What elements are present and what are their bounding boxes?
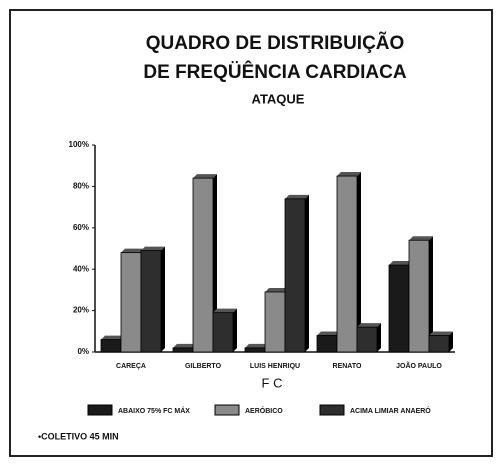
bar-side bbox=[357, 172, 361, 352]
bar-top bbox=[337, 172, 361, 177]
bar bbox=[120, 252, 142, 353]
chart-title: QUADRO DE DISTRIBUIÇÃO bbox=[146, 32, 405, 54]
bar-top bbox=[213, 308, 237, 313]
legend-label: ABAIXO 75% FC MÁX bbox=[118, 406, 190, 415]
legend-label: AERÓBICO bbox=[245, 406, 283, 415]
bar-side bbox=[449, 331, 453, 352]
bar-top bbox=[173, 343, 197, 348]
y-tick-label: 40% bbox=[73, 264, 89, 273]
legend-swatch bbox=[87, 404, 113, 416]
bar-top bbox=[357, 323, 381, 328]
bar-side bbox=[233, 308, 237, 352]
bar bbox=[244, 347, 266, 353]
legend-swatch bbox=[214, 404, 240, 416]
bar bbox=[316, 335, 338, 353]
x-tick-label: JOÃO PAULO bbox=[396, 361, 442, 370]
y-tick-label: 0% bbox=[77, 347, 89, 356]
x-axis-label: F C bbox=[262, 375, 283, 390]
bar bbox=[172, 347, 194, 353]
bar-side bbox=[305, 194, 309, 352]
bar bbox=[100, 339, 122, 353]
bar-top bbox=[429, 331, 453, 336]
bar bbox=[212, 312, 234, 353]
y-tick-label: 80% bbox=[73, 182, 89, 191]
bar bbox=[388, 264, 410, 353]
bar-top bbox=[317, 331, 341, 336]
bar-side bbox=[161, 246, 165, 352]
x-tick-label: CAREÇA bbox=[116, 363, 146, 370]
bar bbox=[356, 326, 378, 353]
bar-side bbox=[377, 323, 381, 352]
note: •COLETIVO 45 MIN bbox=[38, 431, 119, 441]
legend-swatch bbox=[319, 404, 345, 416]
bar-top bbox=[389, 261, 413, 266]
frame bbox=[9, 9, 493, 457]
bar bbox=[428, 335, 450, 353]
chart-title: DE FREQÜÊNCIA CARDIACA bbox=[143, 61, 406, 83]
legend-label: ACIMA LIMIAR ANAERÓ bbox=[350, 406, 431, 415]
bar-top bbox=[409, 236, 433, 241]
bar-side bbox=[429, 236, 433, 352]
bar bbox=[140, 250, 162, 353]
bar-top bbox=[141, 246, 165, 251]
bar-top bbox=[193, 174, 217, 179]
bar-top bbox=[121, 248, 145, 253]
bar-top bbox=[245, 343, 269, 348]
bar bbox=[192, 177, 214, 353]
bar bbox=[336, 175, 358, 353]
y-tick-label: 20% bbox=[73, 306, 89, 315]
chart-subtitle: ATAQUE bbox=[252, 91, 305, 106]
bar-top bbox=[265, 287, 289, 292]
bar-side bbox=[213, 174, 217, 352]
bar-top bbox=[101, 335, 125, 340]
bar bbox=[408, 239, 430, 353]
x-tick-label: LUIS HENRIQU bbox=[250, 363, 300, 370]
x-tick-label: GILBERTO bbox=[185, 363, 222, 370]
x-tick-label: RENATO bbox=[333, 363, 362, 370]
bar bbox=[284, 198, 306, 353]
bar bbox=[264, 291, 286, 353]
y-tick-label: 60% bbox=[73, 223, 89, 232]
y-tick-label: 100% bbox=[69, 140, 89, 149]
bar-top bbox=[285, 194, 309, 199]
